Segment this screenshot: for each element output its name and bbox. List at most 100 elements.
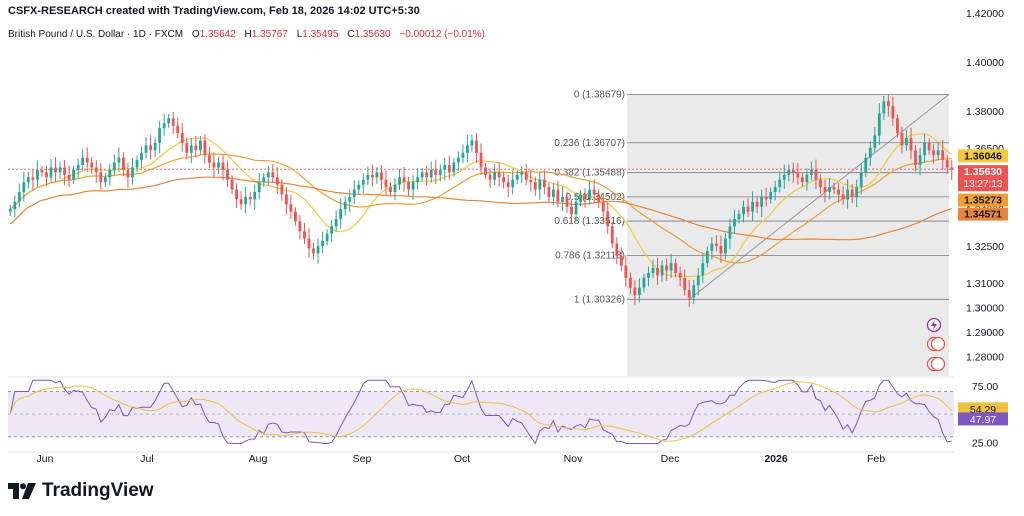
candle-body — [628, 277, 632, 288]
symbol-name[interactable]: British Pound / U.S. Dollar · 1D · FXCM — [8, 29, 184, 40]
candle-body — [642, 277, 646, 288]
candle-body — [805, 174, 809, 183]
candle-body — [370, 174, 374, 178]
candle-body — [126, 169, 130, 178]
candle-body — [321, 241, 324, 246]
candle-body — [167, 118, 171, 124]
candle-body — [506, 182, 510, 188]
candle-body — [877, 113, 881, 136]
candle-body — [266, 172, 270, 178]
candle-body — [153, 142, 157, 151]
price-tick-label: 1.38000 — [966, 106, 1004, 118]
tradingview-logo[interactable]: TradingView — [8, 480, 154, 502]
countdown-timer: 13:27:13 — [964, 179, 1003, 190]
candle-body — [407, 182, 410, 190]
candle-body — [262, 177, 266, 183]
candle-body — [696, 275, 700, 286]
candle-body — [81, 157, 85, 166]
candle-body — [502, 177, 506, 183]
candle-body — [923, 142, 926, 156]
price-tick-label: 1.28000 — [966, 351, 1004, 363]
rsi-ma-tag — [958, 402, 1008, 416]
candle-body — [497, 172, 501, 178]
time-axis-label: Sep — [353, 453, 372, 465]
candle-body — [687, 290, 691, 298]
candle-body — [58, 167, 62, 173]
open-label: O — [191, 29, 200, 40]
candle-body — [425, 172, 429, 178]
candle-body — [669, 263, 673, 271]
candle-body — [561, 196, 564, 202]
candle-body — [72, 169, 76, 180]
flag-event-icon — [930, 336, 946, 352]
candle-body — [99, 172, 103, 183]
time-axis-label: Jul — [140, 453, 153, 465]
time-axis-label: Jun — [37, 453, 54, 465]
candle-body — [900, 133, 904, 146]
candle-body — [307, 238, 311, 249]
candle-body — [144, 145, 148, 153]
candle-body — [112, 162, 116, 170]
rsi-tick-label: 25.00 — [972, 437, 998, 449]
chart-credit: CSFX-RESEARCH created with TradingView.c… — [8, 5, 420, 17]
candle-body — [678, 272, 682, 278]
candle-body — [17, 192, 21, 202]
rsi-tick-label: 75.00 — [972, 381, 998, 393]
candle-body — [230, 179, 234, 190]
candle-body — [420, 172, 424, 178]
candle-body — [198, 140, 202, 151]
candle-body — [466, 145, 469, 153]
candle-body — [606, 211, 610, 227]
candle-body — [714, 243, 718, 246]
candle-body — [810, 169, 813, 175]
candle-body — [343, 201, 347, 210]
candle-body — [271, 172, 275, 178]
candle-body — [520, 172, 524, 175]
candle-body — [244, 196, 248, 205]
time-axis-label: Aug — [249, 453, 268, 465]
candle-body — [122, 157, 125, 170]
candle-body — [189, 145, 193, 153]
candle-body — [905, 138, 908, 146]
candle-body — [583, 194, 587, 200]
candle-body — [334, 218, 338, 227]
candle-body — [751, 201, 754, 212]
candle-body — [257, 182, 261, 192]
candle-body — [185, 142, 189, 153]
lightning-bolt-icon — [931, 320, 937, 330]
candle-body — [461, 152, 465, 158]
candle-body — [787, 169, 791, 175]
candle-body — [615, 243, 619, 256]
candle-body — [411, 182, 415, 190]
fib-level-label: 1 (1.30326) — [574, 294, 625, 305]
candle-body — [823, 187, 827, 192]
candle-body — [837, 189, 840, 195]
last-price-value: 1.35630 — [964, 166, 1002, 178]
candle-body — [398, 177, 401, 185]
candle-body — [235, 189, 238, 200]
candle-body — [524, 172, 528, 180]
candle-body — [135, 160, 139, 168]
candle-body — [927, 142, 931, 151]
candle-body — [597, 194, 601, 202]
candle-body — [447, 165, 451, 173]
close-label: C — [347, 29, 355, 40]
candle-body — [226, 169, 229, 180]
candle-body — [855, 187, 859, 197]
candle-body — [701, 263, 705, 276]
fib-level-label: 0.236 (1.36707) — [554, 138, 625, 149]
candle-body — [760, 196, 764, 207]
candle-body — [40, 169, 44, 173]
candle-body — [932, 150, 936, 156]
candle-body — [791, 169, 795, 173]
candle-body — [570, 206, 573, 215]
candle-body — [63, 167, 66, 175]
candle-body — [737, 214, 741, 219]
candle-body — [515, 174, 519, 180]
candle-body — [755, 201, 759, 207]
candle-body — [565, 196, 569, 207]
candle-body — [389, 187, 392, 192]
candle-body — [149, 145, 152, 151]
candle-body — [330, 226, 334, 234]
